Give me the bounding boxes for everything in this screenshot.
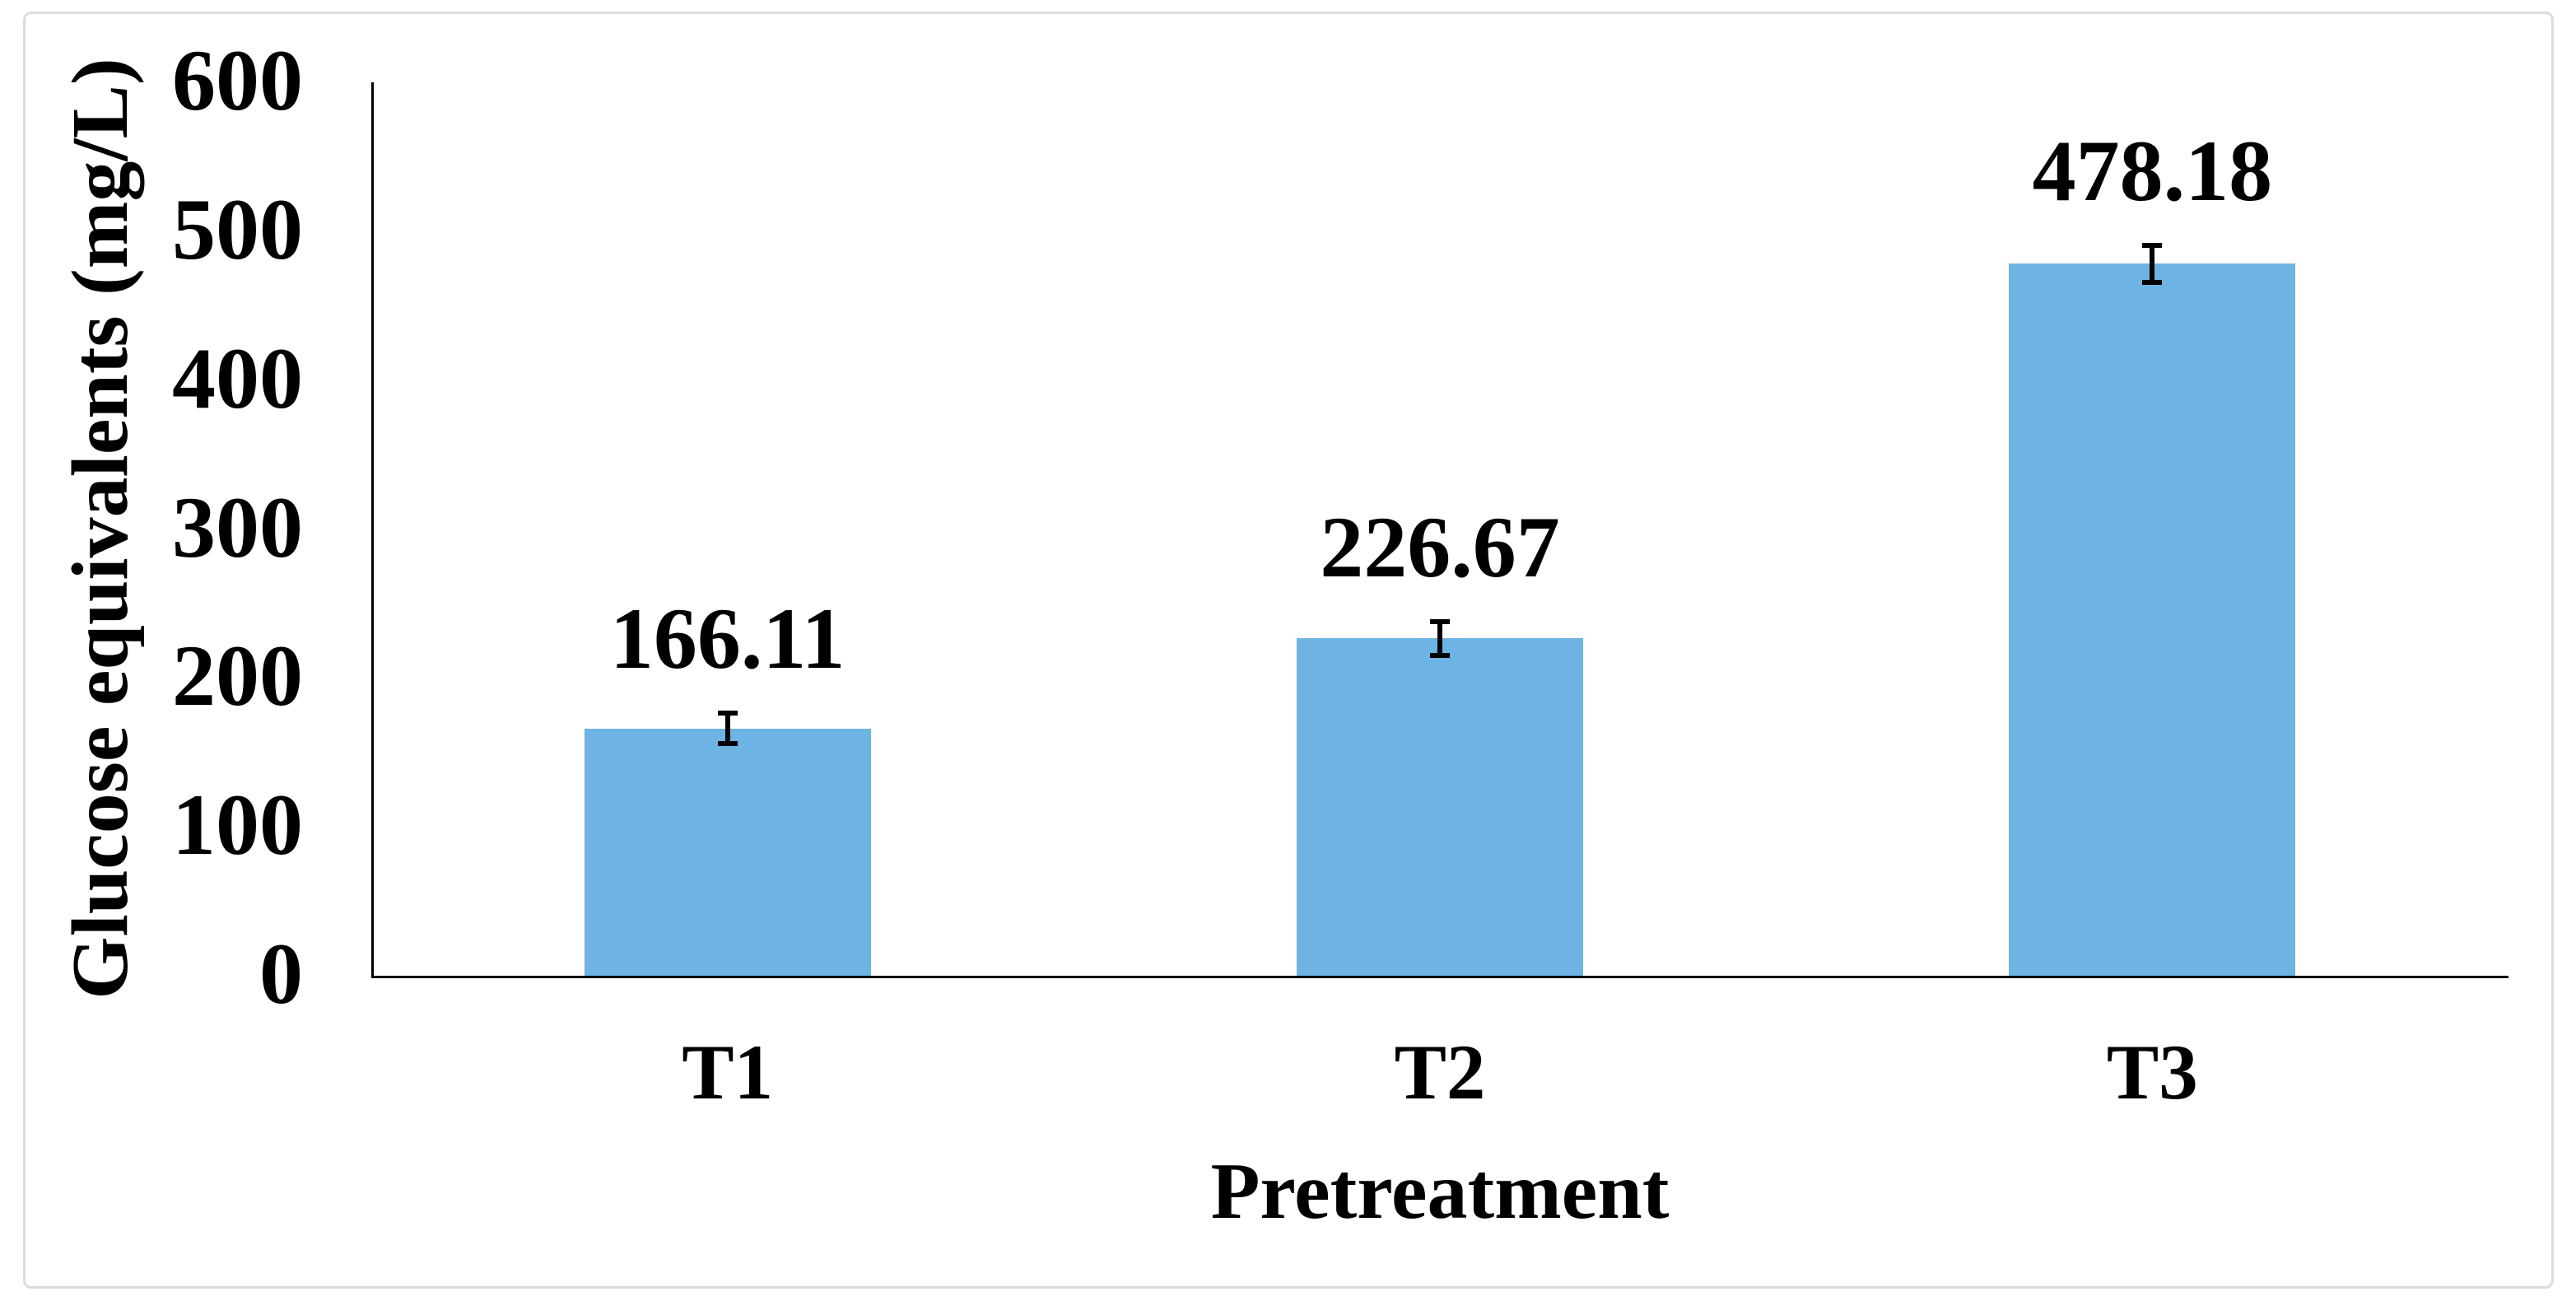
error-bar-line xyxy=(2150,242,2155,285)
y-tick-label-0: 0 xyxy=(259,925,303,1022)
bar-T3 xyxy=(2009,263,2296,976)
plot-area: 166.11 226.67 478.18 xyxy=(371,82,2508,976)
bar-T2 xyxy=(1297,638,1583,976)
data-label-T1: 166.11 xyxy=(609,590,845,688)
y-axis-line xyxy=(371,82,374,978)
data-label-T3: 478.18 xyxy=(2032,123,2273,220)
error-bar-T1 xyxy=(717,710,738,747)
y-tick-label-600: 600 xyxy=(172,31,303,128)
data-label-T2: 226.67 xyxy=(1320,498,1560,595)
category-label-T2: T2 xyxy=(1394,1028,1486,1116)
error-bar-line xyxy=(1437,618,1442,658)
y-axis-tick-labels: 0 100 200 300 400 500 600 xyxy=(0,0,303,1301)
x-axis-title: Pretreatment xyxy=(1210,1147,1670,1236)
y-tick-label-300: 300 xyxy=(172,478,303,576)
y-tick-label-200: 200 xyxy=(172,627,303,725)
error-bar-T3 xyxy=(2142,242,2163,285)
y-tick-label-100: 100 xyxy=(172,776,303,874)
x-axis-line xyxy=(371,976,2508,978)
category-label-T3: T3 xyxy=(2106,1028,2198,1116)
figure-border xyxy=(23,12,2554,1289)
category-label-T1: T1 xyxy=(682,1028,774,1116)
y-tick-label-500: 500 xyxy=(172,180,303,277)
y-tick-label-400: 400 xyxy=(172,329,303,427)
error-bar-T2 xyxy=(1430,618,1450,658)
error-bar-line xyxy=(724,710,730,747)
bar-T1 xyxy=(584,728,871,976)
